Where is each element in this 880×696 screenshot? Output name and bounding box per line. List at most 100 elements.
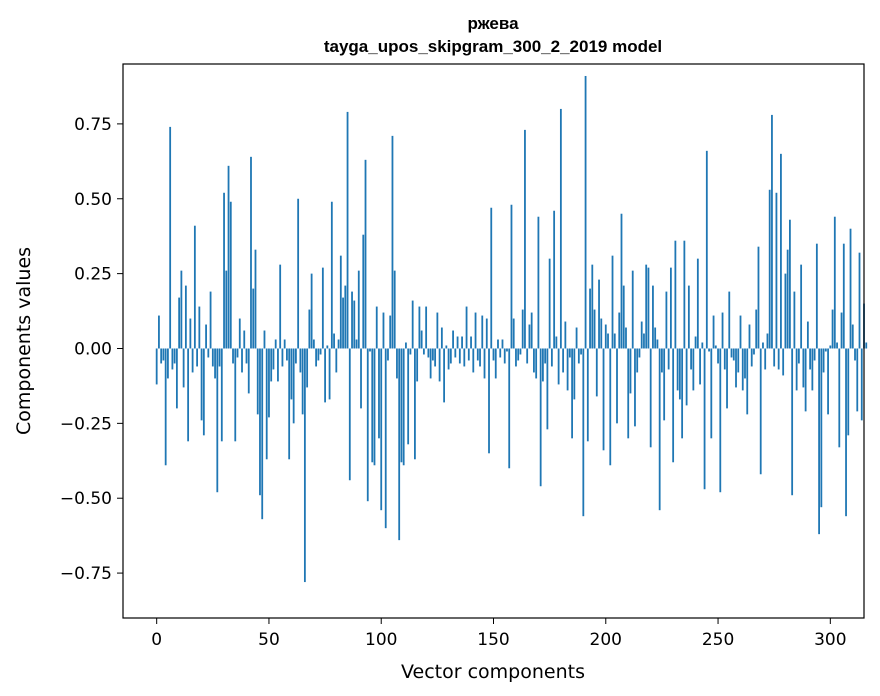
bar <box>851 324 854 349</box>
y-tick-label: 0.00 <box>74 339 112 359</box>
bar <box>387 348 389 361</box>
bar <box>436 312 439 349</box>
bar <box>321 267 324 349</box>
bar <box>295 348 297 364</box>
bar <box>719 348 722 493</box>
bar <box>362 234 365 349</box>
bar <box>312 339 315 349</box>
bar <box>607 333 609 349</box>
bar <box>737 348 740 373</box>
bar <box>182 348 185 388</box>
bar <box>241 348 243 373</box>
bar <box>577 348 580 364</box>
bar <box>838 348 841 448</box>
bar <box>272 348 275 370</box>
bar <box>813 348 816 361</box>
bar <box>598 279 600 349</box>
bar <box>187 348 190 442</box>
bar <box>445 345 448 349</box>
bar <box>380 348 383 511</box>
bar <box>155 348 158 385</box>
bar <box>732 348 735 361</box>
bar <box>277 348 279 382</box>
bar <box>809 348 812 370</box>
bar <box>631 270 634 349</box>
bar <box>546 348 549 430</box>
bar <box>625 327 627 349</box>
bar <box>229 201 232 349</box>
bar <box>860 348 863 421</box>
bar <box>833 216 836 349</box>
bar <box>800 264 803 349</box>
bar <box>824 348 827 352</box>
bar <box>263 330 266 349</box>
bar <box>288 348 291 460</box>
bar <box>227 165 230 349</box>
bar <box>586 348 589 442</box>
bar <box>708 348 710 352</box>
bar <box>384 348 387 529</box>
bar <box>378 348 380 439</box>
bar <box>391 135 394 349</box>
bar <box>658 348 661 511</box>
bar <box>479 348 481 367</box>
bar <box>319 348 322 355</box>
bar <box>503 348 506 364</box>
bar <box>317 348 320 361</box>
bar <box>470 336 472 349</box>
bar <box>663 348 666 421</box>
bar <box>616 348 618 424</box>
bar <box>474 312 477 349</box>
bar <box>416 348 419 382</box>
bar <box>786 249 789 349</box>
bar <box>236 348 239 358</box>
bar <box>238 318 241 349</box>
bar <box>690 348 692 370</box>
bar <box>449 348 452 364</box>
bar <box>196 348 198 367</box>
plot-frame <box>122 63 865 619</box>
bar <box>728 291 731 349</box>
bar <box>775 192 778 349</box>
bar <box>714 345 717 349</box>
y-tick-label: −0.50 <box>60 489 112 509</box>
bar <box>461 336 463 349</box>
bar <box>162 348 165 361</box>
bar <box>593 309 596 349</box>
bar <box>353 300 356 349</box>
bar <box>548 258 551 349</box>
bar <box>858 252 861 349</box>
bar <box>865 342 868 349</box>
bar <box>351 291 353 349</box>
bar <box>371 348 374 463</box>
bar <box>694 336 697 349</box>
bar <box>678 348 681 400</box>
bar <box>205 324 207 349</box>
bar <box>818 348 820 535</box>
bar <box>283 339 286 349</box>
bar <box>211 348 214 367</box>
bar <box>600 318 603 349</box>
bar <box>627 348 630 439</box>
bar <box>158 315 160 349</box>
bar <box>699 348 701 385</box>
bar <box>389 315 392 349</box>
bar <box>458 348 461 364</box>
bar <box>202 348 205 436</box>
bar <box>164 348 167 466</box>
bar <box>557 348 560 385</box>
bar <box>553 210 556 349</box>
bar <box>517 348 520 361</box>
bar <box>550 348 553 367</box>
bar <box>645 264 648 349</box>
bar <box>771 114 773 349</box>
bar <box>656 339 659 349</box>
bar <box>501 339 504 349</box>
bar <box>375 306 378 349</box>
bar <box>279 264 282 349</box>
bar <box>398 348 401 541</box>
bar <box>611 255 614 349</box>
bar <box>483 348 486 379</box>
bar <box>667 348 670 370</box>
